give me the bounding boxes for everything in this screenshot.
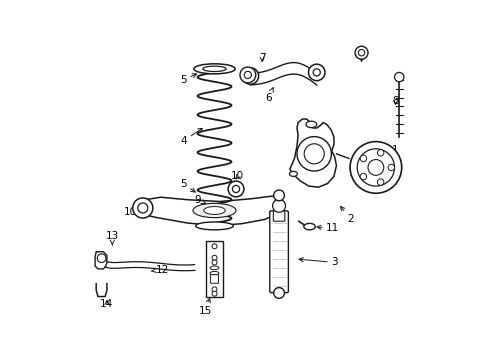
Circle shape bbox=[313, 69, 320, 76]
Circle shape bbox=[297, 136, 331, 171]
Polygon shape bbox=[95, 252, 107, 269]
Text: 1: 1 bbox=[382, 144, 399, 173]
Text: 6: 6 bbox=[265, 88, 273, 103]
FancyBboxPatch shape bbox=[273, 211, 285, 221]
Ellipse shape bbox=[204, 207, 225, 215]
Circle shape bbox=[360, 173, 367, 180]
Ellipse shape bbox=[290, 171, 297, 176]
Circle shape bbox=[212, 260, 217, 265]
Circle shape bbox=[245, 71, 251, 78]
Text: 15: 15 bbox=[199, 298, 212, 316]
Circle shape bbox=[212, 244, 217, 249]
Polygon shape bbox=[139, 196, 285, 226]
FancyBboxPatch shape bbox=[211, 275, 219, 283]
Ellipse shape bbox=[193, 203, 236, 218]
Circle shape bbox=[355, 46, 368, 59]
Circle shape bbox=[274, 190, 285, 201]
Circle shape bbox=[97, 254, 106, 262]
Circle shape bbox=[388, 164, 394, 171]
Circle shape bbox=[228, 181, 244, 197]
Text: 9: 9 bbox=[195, 195, 206, 205]
Circle shape bbox=[350, 141, 402, 193]
Circle shape bbox=[377, 149, 384, 156]
Text: 10: 10 bbox=[231, 171, 245, 181]
Ellipse shape bbox=[194, 64, 235, 74]
Ellipse shape bbox=[196, 222, 233, 230]
Circle shape bbox=[377, 179, 384, 185]
Circle shape bbox=[212, 255, 217, 260]
Ellipse shape bbox=[306, 121, 317, 128]
Text: 13: 13 bbox=[106, 231, 119, 245]
Text: 11: 11 bbox=[317, 224, 340, 233]
Circle shape bbox=[212, 287, 217, 292]
Text: 5: 5 bbox=[180, 74, 196, 85]
Circle shape bbox=[394, 72, 404, 82]
FancyBboxPatch shape bbox=[270, 211, 289, 293]
Text: 14: 14 bbox=[100, 299, 114, 309]
Ellipse shape bbox=[210, 266, 219, 270]
Circle shape bbox=[274, 288, 285, 298]
Circle shape bbox=[247, 72, 254, 80]
Text: 4: 4 bbox=[181, 129, 202, 145]
Polygon shape bbox=[290, 119, 337, 187]
FancyBboxPatch shape bbox=[205, 241, 223, 297]
Text: 8: 8 bbox=[392, 96, 399, 106]
Circle shape bbox=[357, 149, 394, 186]
Text: 7: 7 bbox=[358, 53, 365, 63]
Circle shape bbox=[368, 159, 384, 175]
Circle shape bbox=[240, 67, 256, 83]
Text: 12: 12 bbox=[151, 265, 169, 275]
Circle shape bbox=[360, 155, 367, 162]
Ellipse shape bbox=[304, 224, 315, 230]
Circle shape bbox=[358, 49, 365, 56]
Circle shape bbox=[138, 203, 148, 213]
Circle shape bbox=[212, 291, 217, 296]
Ellipse shape bbox=[203, 66, 226, 72]
Text: 5: 5 bbox=[180, 179, 195, 192]
Text: 2: 2 bbox=[341, 206, 354, 224]
Circle shape bbox=[309, 64, 325, 81]
Circle shape bbox=[304, 144, 324, 164]
Circle shape bbox=[242, 68, 259, 84]
Text: 7: 7 bbox=[259, 53, 266, 63]
Circle shape bbox=[272, 199, 286, 212]
Circle shape bbox=[133, 198, 153, 218]
Text: 3: 3 bbox=[299, 257, 338, 267]
Ellipse shape bbox=[210, 271, 219, 275]
Text: 10: 10 bbox=[123, 207, 144, 217]
Circle shape bbox=[232, 185, 240, 193]
